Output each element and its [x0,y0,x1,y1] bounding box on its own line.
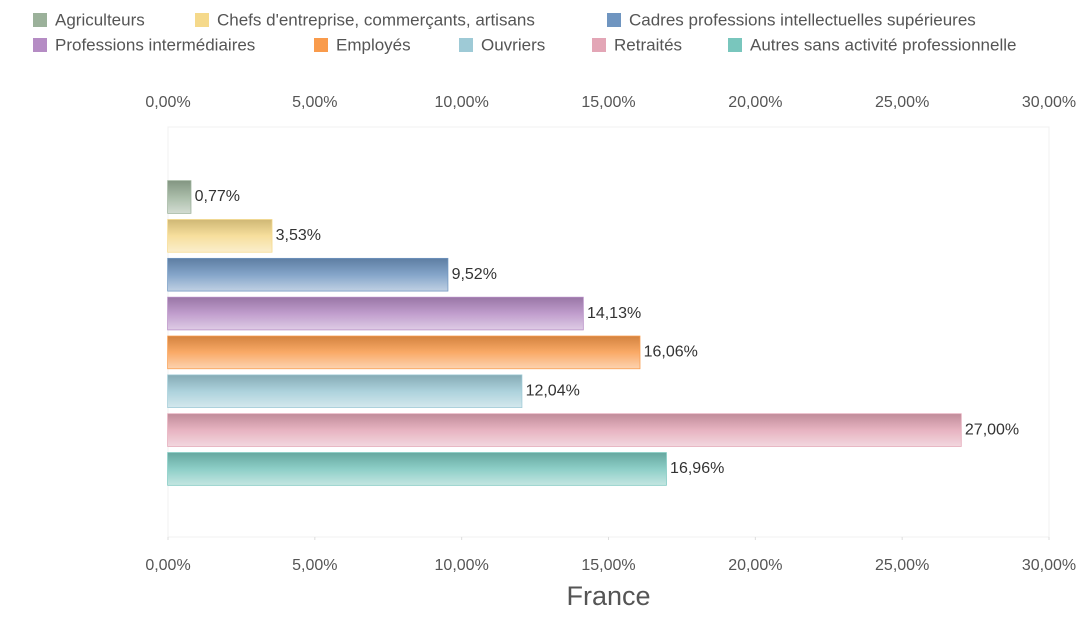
legend-swatch [607,13,621,27]
x-tick-label-top: 20,00% [728,94,782,111]
data-label: 9,52% [452,266,497,283]
x-tick-label-top: 25,00% [875,94,929,111]
bar-shine [168,375,522,408]
x-tick-label-top: 15,00% [581,94,635,111]
x-tick-label-top: 5,00% [292,94,337,111]
legend-swatch [195,13,209,27]
legend-label: Professions intermédiaires [55,35,255,54]
data-label: 14,13% [587,305,641,322]
legend-swatch [592,38,606,52]
bar-shine [168,452,667,485]
x-tick-label: 20,00% [728,557,782,574]
x-tick-label: 10,00% [435,557,489,574]
legend-swatch [33,13,47,27]
legend-label: Cadres professions intellectuelles supér… [629,10,976,29]
data-label: 16,06% [644,344,698,361]
legend-label: Agriculteurs [55,10,145,29]
legend-swatch [314,38,328,52]
x-tick-label: 25,00% [875,557,929,574]
data-label: 12,04% [526,382,580,399]
legend-label: Employés [336,35,411,54]
data-label: 16,96% [670,460,724,477]
legend-swatch [728,38,742,52]
legend-swatch [459,38,473,52]
x-tick-label: 0,00% [145,557,190,574]
legend-label: Retraités [614,35,682,54]
x-tick-label: 15,00% [581,557,635,574]
x-tick-label-top: 0,00% [145,94,190,111]
data-label: 27,00% [965,421,1019,438]
x-tick-label-top: 10,00% [435,94,489,111]
bar-shine [168,336,640,369]
data-label: 0,77% [195,188,240,205]
category-label: France [566,581,650,611]
legend-label: Autres sans activité professionnelle [750,35,1016,54]
x-tick-label-top: 30,00% [1022,94,1076,111]
legend-label: Ouvriers [481,35,545,54]
bar-shine [168,258,448,291]
bar-shine [168,181,191,213]
legend-label: Chefs d'entreprise, commerçants, artisan… [217,10,535,29]
bar-shine [168,414,961,447]
x-tick-label: 30,00% [1022,557,1076,574]
x-tick-label: 5,00% [292,557,337,574]
data-label: 3,53% [276,227,321,244]
legend-swatch [33,38,47,52]
bar-shine [168,297,583,330]
bar-shine [168,219,272,252]
